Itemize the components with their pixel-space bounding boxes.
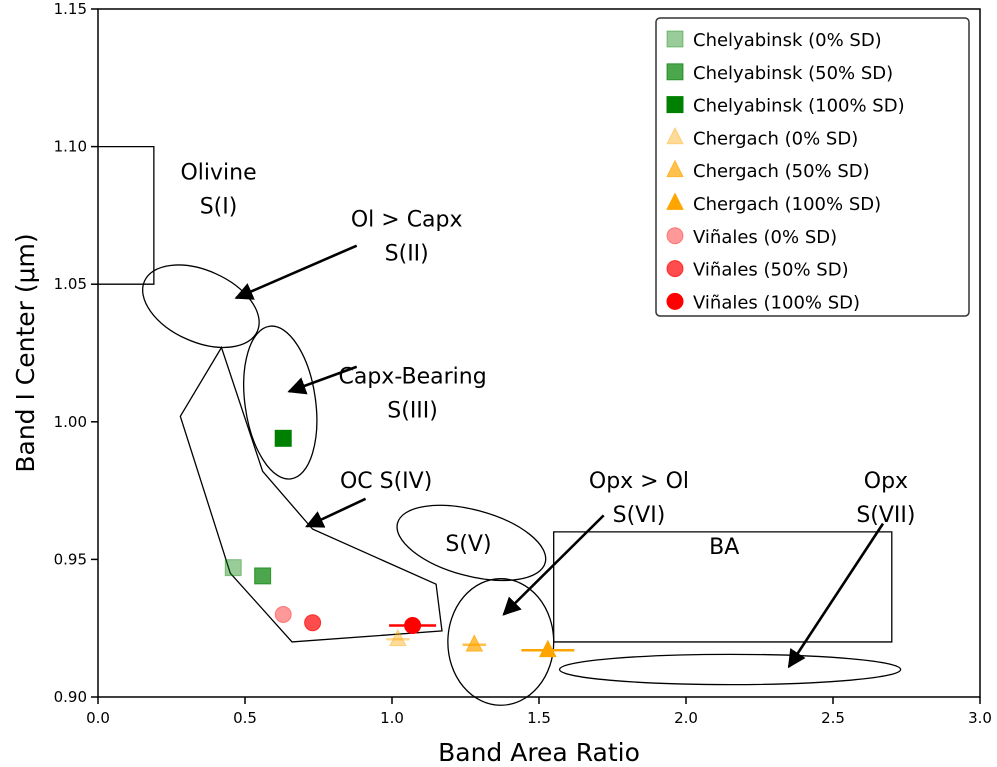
region-label: BA [709,535,739,560]
s7-ellipse [558,653,902,686]
region-label-line: S(II) [385,241,429,266]
region-label: Capx-Bearing S(III) [339,364,487,423]
region-label: Olivine S(I) [180,161,256,220]
data-point-circle [404,616,422,634]
legend-marker-circle [666,227,684,245]
data-point-triangle [465,634,484,652]
data-point-square [254,567,272,585]
data-points [224,429,575,658]
legend-box [655,17,970,317]
ba-box [553,531,893,643]
s5-ellipse [396,504,547,582]
region-label-line: S(I) [200,195,238,220]
legend-marker-triangle [666,159,684,178]
legend-marker-circle [666,292,684,310]
legend-label: Chergach (50% SD) [693,161,870,182]
region-label-line: BA [709,535,739,560]
x-tick-label: 0.0 [86,709,110,727]
legend-label: Chelyabinsk (50% SD) [693,63,893,84]
legend-label: Chergach (0% SD) [693,128,858,149]
region-label-line: S(VI) [613,503,666,528]
arrow-s2 [234,244,358,300]
legend-marker-triangle [666,126,684,145]
y-axis-ticks: 0.90 0.95 1.00 1.05 1.10 1.15 [54,0,98,706]
arrow-s3 [287,365,358,395]
x-tick-label: 1.5 [527,709,551,727]
data-point-triangle [539,639,557,658]
s2-ellipse [142,264,260,349]
legend-marker-circle [666,260,684,278]
legend-label: Chelyabinsk (100% SD) [693,96,905,117]
region-label-line: S(III) [387,398,438,423]
s4-polygon [179,345,443,643]
data-point-square [224,559,242,577]
legend: Chelyabinsk (0% SD) Chelyabinsk (50% SD) C… [655,17,970,317]
legend-marker-square [666,96,684,114]
region-label-line: Opx > Ol [589,469,689,494]
region-label: Ol > Capx S(II) [351,207,463,266]
y-tick-label: 0.95 [54,550,87,568]
region-label-line: S(VII) [856,503,915,528]
region-label-line: OC S(IV) [340,469,432,494]
legend-label: Viñales (100% SD) [693,292,860,313]
region-label: S(V) [445,532,491,557]
x-tick-label: 1.0 [380,709,404,727]
region-outlines [98,145,902,706]
y-tick-label: 1.10 [54,138,87,156]
x-axis-label: Band Area Ratio [438,738,640,767]
x-tick-label: 3.0 [968,709,992,727]
s3-ellipse [243,325,318,480]
region-label: OC S(IV) [340,469,432,494]
x-tick-label: 2.5 [821,709,845,727]
data-point-square [274,429,292,447]
legend-marker-triangle [666,192,684,210]
arrow-s4 [305,497,367,528]
region-label-line: Ol > Capx [351,207,463,232]
olivine-box [98,145,155,285]
annotation-arrows [234,244,885,669]
region-label: Opx S(VII) [856,469,915,528]
region-label: Opx > Ol S(VI) [589,469,689,528]
y-axis-label: Band I Center (μm) [11,233,40,472]
legend-label: Viñales (0% SD) [693,227,837,248]
data-point-circle [274,605,292,623]
x-tick-label: 0.5 [233,709,257,727]
y-tick-label: 0.90 [54,688,87,706]
region-label-line: S(V) [445,532,491,557]
region-label-line: Opx [864,469,908,494]
legend-marker-square [666,63,684,81]
y-tick-label: 1.00 [54,413,87,431]
arrow-s7 [787,522,885,669]
x-axis-ticks: 0.0 0.5 1.0 1.5 2.0 2.5 3.0 [86,697,992,727]
region-annotations: Olivine S(I) Ol > Capx S(II) Capx-Bearing S(I… [180,161,915,560]
legend-label: Viñales (50% SD) [693,260,849,281]
legend-marker-square [666,30,684,48]
s6-circle [447,578,555,706]
legend-label: Chergach (100% SD) [693,194,881,215]
region-label-line: Capx-Bearing [339,364,487,389]
y-tick-label: 1.15 [54,0,87,18]
region-label-line: Olivine [180,161,256,186]
data-point-triangle [389,628,407,647]
arrow-s6 [502,514,605,616]
legend-label: Chelyabinsk (0% SD) [693,30,882,51]
data-point-circle [304,614,322,632]
x-tick-label: 2.0 [674,709,698,727]
y-tick-label: 1.05 [54,275,87,293]
